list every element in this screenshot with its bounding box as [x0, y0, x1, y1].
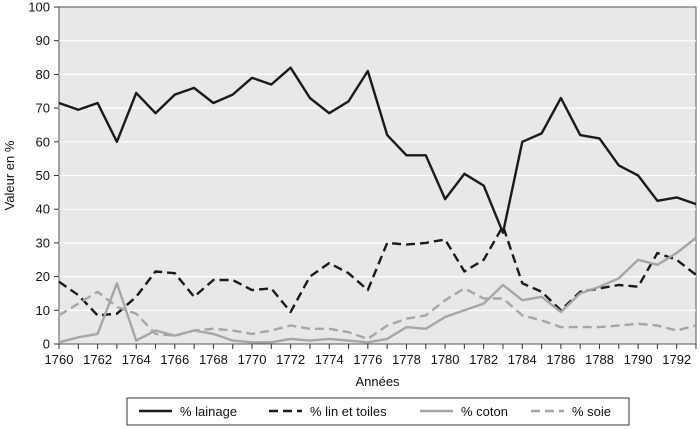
- gridlines: [59, 40, 696, 311]
- x-tick-label: 1786: [546, 352, 575, 367]
- x-tick-label: 1784: [508, 352, 537, 367]
- y-tick-label: 90: [36, 33, 50, 48]
- y-tick-label: 100: [28, 0, 50, 15]
- x-tick-label: 1772: [276, 352, 305, 367]
- x-tick-label: 1760: [45, 352, 74, 367]
- legend: % lainage % lin et toiles % coton % soie: [126, 397, 630, 426]
- legend-label: % lin et toiles: [310, 404, 387, 419]
- x-tick-label: 1776: [353, 352, 382, 367]
- x-tick-label: 1774: [315, 352, 344, 367]
- y-tick-label: 80: [36, 67, 50, 82]
- x-tick-label: 1762: [83, 352, 112, 367]
- series-line-coton: [58, 236, 697, 344]
- y-tick-label: 50: [36, 168, 50, 183]
- y-tick-label: 60: [36, 134, 50, 149]
- x-tick-label: 1782: [469, 352, 498, 367]
- x-tick-label: 1768: [199, 352, 228, 367]
- legend-label: % coton: [461, 404, 508, 419]
- y-tick-label: 10: [36, 303, 50, 318]
- x-tick-label: 1790: [624, 352, 653, 367]
- legend-label: % soie: [572, 404, 611, 419]
- series-line-soie: [58, 287, 697, 341]
- x-tick-label: 1778: [392, 352, 421, 367]
- y-tick-label: 0: [43, 337, 50, 352]
- x-axis-title: Années: [355, 374, 400, 389]
- y-tick-label: 20: [36, 269, 50, 284]
- x-tick-label: 1780: [431, 352, 460, 367]
- y-axis-title: Valeur en %: [2, 140, 17, 210]
- y-tick-label: 40: [36, 202, 50, 217]
- y-tick-label: 30: [36, 235, 50, 250]
- x-tick-label: 1764: [122, 352, 151, 367]
- x-tick-label: 1792: [662, 352, 691, 367]
- x-axis: 1760 1762 1764 1766 1768 1770 1772 1774 1776 1778…: [45, 344, 697, 367]
- series-line-lainage: [58, 66, 697, 235]
- y-tick-label: 70: [36, 101, 50, 116]
- x-tick-label: 1770: [238, 352, 267, 367]
- x-tick-label: 1788: [585, 352, 614, 367]
- series-lines: [58, 66, 697, 344]
- x-tick-label: 1766: [160, 352, 189, 367]
- legend-label: % lainage: [180, 404, 237, 419]
- y-axis: 0 10 20 30 40 50 60 70 80 90 100: [28, 0, 59, 352]
